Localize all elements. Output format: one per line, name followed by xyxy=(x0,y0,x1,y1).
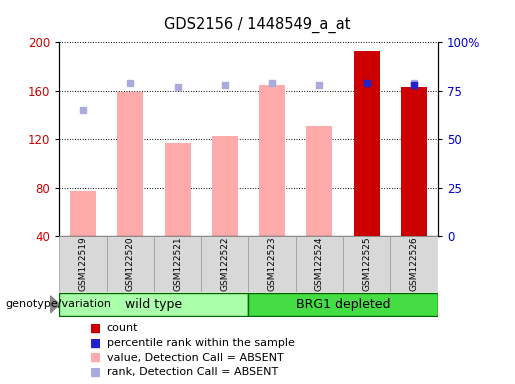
Bar xyxy=(401,87,427,236)
Text: count: count xyxy=(107,323,138,333)
Bar xyxy=(248,293,438,316)
Text: GSM122519: GSM122519 xyxy=(78,237,88,291)
Bar xyxy=(306,126,333,236)
Bar xyxy=(296,236,343,292)
Text: ■: ■ xyxy=(90,366,101,379)
Text: wild type: wild type xyxy=(125,298,182,311)
Bar xyxy=(154,236,201,292)
Text: GSM122521: GSM122521 xyxy=(173,237,182,291)
Bar xyxy=(354,51,380,236)
Text: rank, Detection Call = ABSENT: rank, Detection Call = ABSENT xyxy=(107,367,278,377)
Text: value, Detection Call = ABSENT: value, Detection Call = ABSENT xyxy=(107,353,283,362)
Bar xyxy=(107,236,154,292)
Bar xyxy=(248,236,296,292)
Bar xyxy=(401,87,427,236)
Bar xyxy=(164,143,191,236)
Bar xyxy=(117,92,143,236)
Text: GSM122523: GSM122523 xyxy=(268,237,277,291)
Bar xyxy=(343,236,390,292)
Bar xyxy=(390,236,438,292)
Text: GSM122522: GSM122522 xyxy=(220,237,229,291)
Polygon shape xyxy=(50,296,60,313)
Text: GSM122524: GSM122524 xyxy=(315,237,324,291)
Text: ■: ■ xyxy=(90,351,101,364)
Text: GSM122520: GSM122520 xyxy=(126,237,135,291)
Text: GSM122526: GSM122526 xyxy=(409,237,419,291)
Bar xyxy=(59,236,107,292)
Bar xyxy=(201,236,248,292)
Bar xyxy=(70,191,96,236)
Bar xyxy=(212,136,238,236)
Text: ■: ■ xyxy=(90,336,101,349)
Bar xyxy=(59,293,248,316)
Text: genotype/variation: genotype/variation xyxy=(5,299,111,310)
Text: ■: ■ xyxy=(90,322,101,335)
Text: BRG1 depleted: BRG1 depleted xyxy=(296,298,390,311)
Bar xyxy=(259,84,285,236)
Text: GDS2156 / 1448549_a_at: GDS2156 / 1448549_a_at xyxy=(164,17,351,33)
Text: GSM122525: GSM122525 xyxy=(362,237,371,291)
Text: percentile rank within the sample: percentile rank within the sample xyxy=(107,338,295,348)
